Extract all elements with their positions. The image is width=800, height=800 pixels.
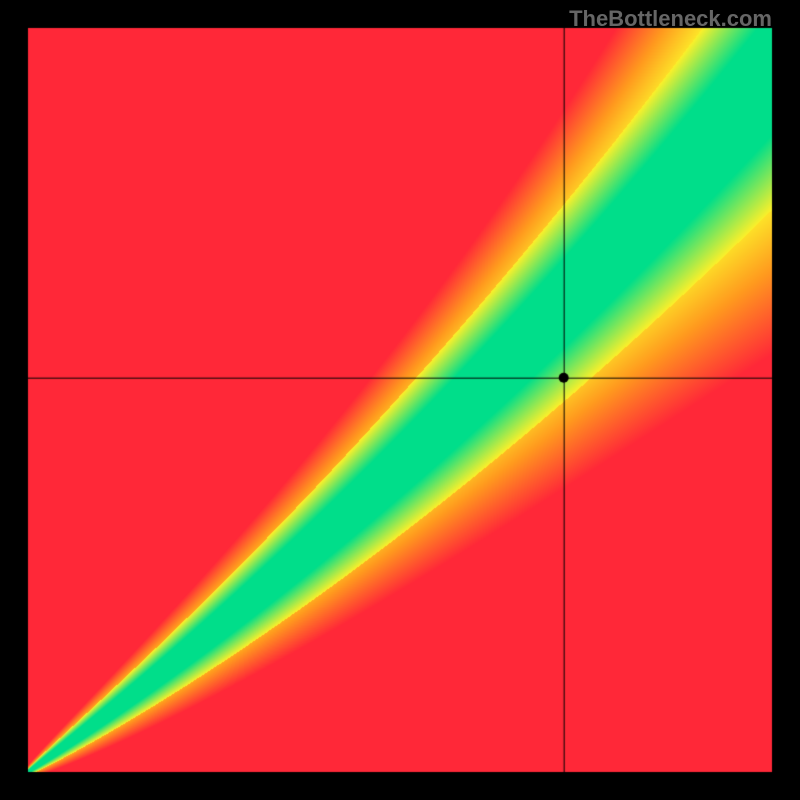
watermark-text: TheBottleneck.com: [569, 6, 772, 32]
bottleneck-heatmap: [0, 0, 800, 800]
chart-container: TheBottleneck.com: [0, 0, 800, 800]
